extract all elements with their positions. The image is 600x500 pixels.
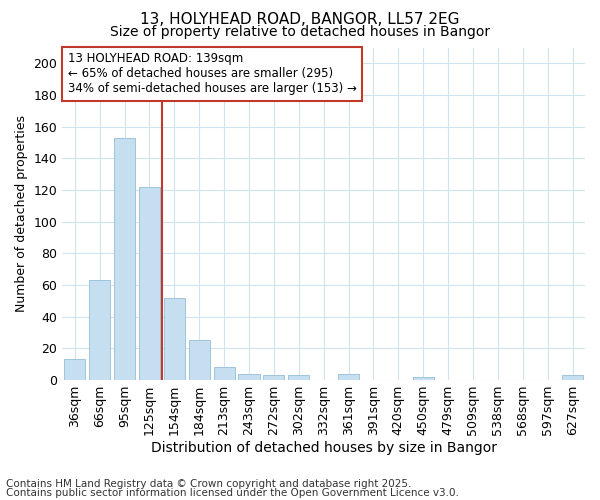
Bar: [139, 187, 160, 380]
Bar: [338, 374, 359, 380]
Text: 13 HOLYHEAD ROAD: 139sqm
← 65% of detached houses are smaller (295)
34% of semi-: 13 HOLYHEAD ROAD: 139sqm ← 65% of detach…: [68, 52, 356, 96]
Bar: [188, 340, 210, 380]
X-axis label: Distribution of detached houses by size in Bangor: Distribution of detached houses by size …: [151, 441, 497, 455]
Text: Size of property relative to detached houses in Bangor: Size of property relative to detached ho…: [110, 25, 490, 39]
Y-axis label: Number of detached properties: Number of detached properties: [15, 116, 28, 312]
Text: Contains public sector information licensed under the Open Government Licence v3: Contains public sector information licen…: [6, 488, 459, 498]
Text: Contains HM Land Registry data © Crown copyright and database right 2025.: Contains HM Land Registry data © Crown c…: [6, 479, 412, 489]
Bar: [89, 280, 110, 380]
Bar: [413, 377, 434, 380]
Text: 13, HOLYHEAD ROAD, BANGOR, LL57 2EG: 13, HOLYHEAD ROAD, BANGOR, LL57 2EG: [140, 12, 460, 28]
Bar: [263, 376, 284, 380]
Bar: [114, 138, 135, 380]
Bar: [214, 368, 235, 380]
Bar: [238, 374, 260, 380]
Bar: [288, 376, 310, 380]
Bar: [562, 376, 583, 380]
Bar: [64, 360, 85, 380]
Bar: [164, 298, 185, 380]
